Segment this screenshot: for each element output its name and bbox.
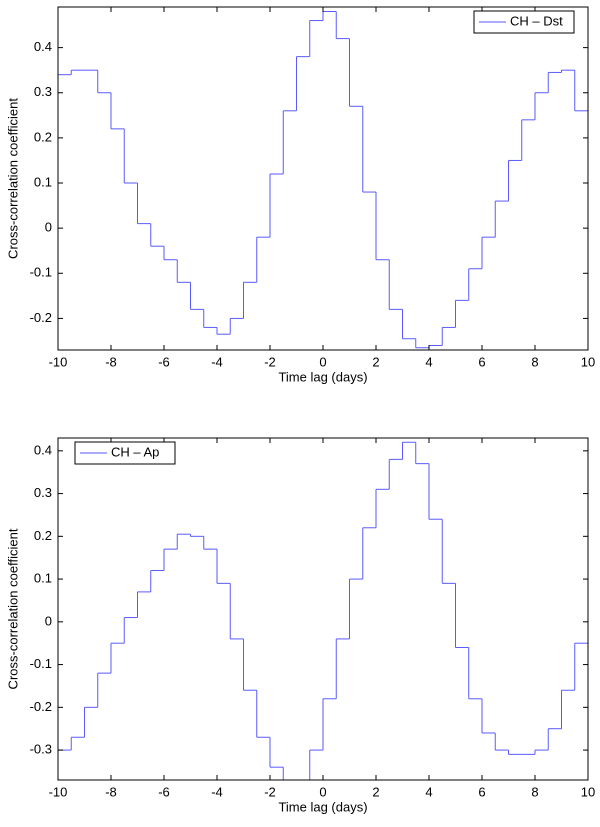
x-tick-label: 0 xyxy=(319,354,326,369)
series-group xyxy=(58,11,588,349)
x-tick-label: -2 xyxy=(264,784,276,799)
y-tick-label: 0.3 xyxy=(34,84,52,99)
plot-area xyxy=(58,7,588,350)
y-tick-label: 0.3 xyxy=(34,485,52,500)
x-tick-label: 10 xyxy=(581,784,595,799)
axes-box xyxy=(57,6,589,351)
legend-label: CH – Ap xyxy=(111,444,159,459)
x-axis-label: Time lag (days) xyxy=(278,799,367,814)
series-group xyxy=(58,441,588,780)
x-tick-label: -4 xyxy=(211,354,223,369)
x-tick-label: 10 xyxy=(581,354,595,369)
y-tick-label: 0.2 xyxy=(34,129,52,144)
x-tick-label: -2 xyxy=(264,354,276,369)
legend-box xyxy=(473,10,575,34)
y-tick-label: 0 xyxy=(45,613,52,628)
x-tick-label: 2 xyxy=(372,784,379,799)
y-axis-label: Cross-correlation coefficient xyxy=(5,98,20,259)
legend-box xyxy=(74,441,176,465)
x-tick-label: -4 xyxy=(211,784,223,799)
x-tick-label: -6 xyxy=(158,354,170,369)
x-tick-label: 6 xyxy=(478,354,485,369)
x-tick-label: -6 xyxy=(158,784,170,799)
x-tick-label: 0 xyxy=(319,784,326,799)
y-tick-label: 0.2 xyxy=(34,528,52,543)
y-tick-label: 0 xyxy=(45,220,52,235)
x-tick-label: 4 xyxy=(425,354,432,369)
y-tick-label: -0.2 xyxy=(30,310,52,325)
x-tick-label: -10 xyxy=(49,784,68,799)
x-tick-label: -10 xyxy=(49,354,68,369)
x-tick-label: 4 xyxy=(425,784,432,799)
x-tick-label: 8 xyxy=(531,354,538,369)
x-tick-label: -8 xyxy=(105,784,117,799)
y-tick-label: -0.1 xyxy=(30,656,52,671)
x-tick-label: 6 xyxy=(478,784,485,799)
y-tick-label: 0.1 xyxy=(34,571,52,586)
y-axis-label: Cross-correlation coefficient xyxy=(5,528,20,689)
x-axis-label: Time lag (days) xyxy=(278,369,367,384)
y-tick-label: -0.2 xyxy=(30,699,52,714)
x-tick-label: 2 xyxy=(372,354,379,369)
y-tick-label: -0.3 xyxy=(30,742,52,757)
axes-box xyxy=(57,437,589,781)
y-tick-label: -0.1 xyxy=(30,265,52,280)
x-tick-label: 8 xyxy=(531,784,538,799)
x-tick-label: -8 xyxy=(105,354,117,369)
y-tick-label: 0.4 xyxy=(34,39,52,54)
legend-label: CH – Dst xyxy=(510,13,563,28)
y-tick-label: 0.1 xyxy=(34,174,52,189)
y-tick-label: 0.4 xyxy=(34,442,52,457)
subplot: -10 -8 -6 -4 -2 0 2 4 6 8 10 -0.3 -0.2 -0.1 0 0.1 0.2 0.3… xyxy=(5,437,595,814)
subplot: -10 -8 -6 -4 -2 0 2 4 6 8 10 -0.2 -0.1 0 0.1 0.2 0.3 0.4 T… xyxy=(5,6,595,384)
